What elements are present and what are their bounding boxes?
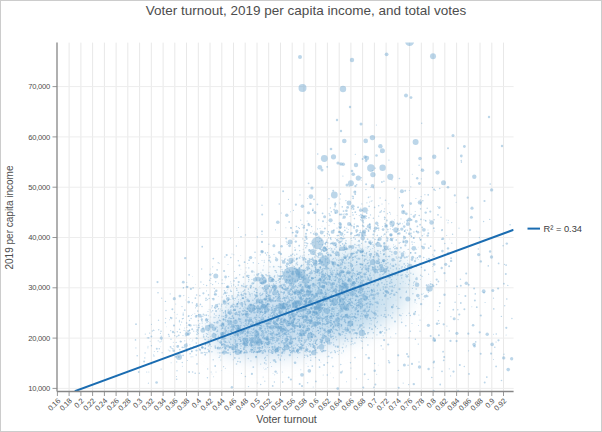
svg-text:60,000: 60,000 bbox=[28, 133, 50, 142]
svg-text:0.38: 0.38 bbox=[175, 397, 191, 413]
svg-text:0.58: 0.58 bbox=[292, 397, 308, 413]
svg-text:40,000: 40,000 bbox=[28, 233, 50, 242]
svg-text:70,000: 70,000 bbox=[28, 82, 50, 91]
svg-text:0.48: 0.48 bbox=[234, 397, 250, 413]
svg-text:0.88: 0.88 bbox=[469, 397, 485, 413]
svg-text:0.92: 0.92 bbox=[492, 397, 508, 413]
svg-text:0.18: 0.18 bbox=[58, 397, 74, 413]
svg-text:0.68: 0.68 bbox=[351, 397, 367, 413]
svg-text:50,000: 50,000 bbox=[28, 183, 50, 192]
svg-text:20,000: 20,000 bbox=[28, 334, 50, 343]
svg-text:10,000: 10,000 bbox=[28, 384, 50, 393]
svg-text:30,000: 30,000 bbox=[28, 283, 50, 292]
svg-text:0.78: 0.78 bbox=[410, 397, 426, 413]
svg-text:0.28: 0.28 bbox=[116, 397, 132, 413]
